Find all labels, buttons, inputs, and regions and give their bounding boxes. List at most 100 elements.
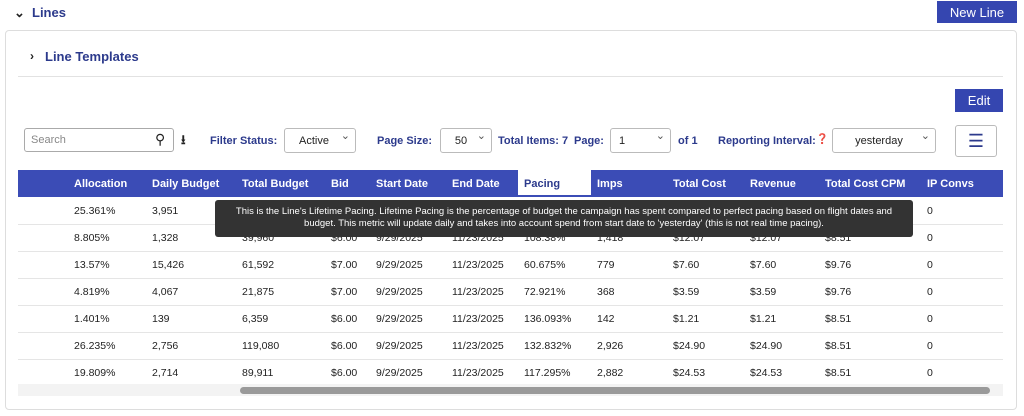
table-cell: 13.57%	[74, 259, 110, 271]
download-icon[interactable]: ⭳	[181, 131, 186, 153]
table-cell: 0	[927, 232, 933, 244]
search-icon[interactable]: ⚲	[155, 131, 165, 148]
page-select[interactable]: 1	[610, 128, 671, 153]
column-header[interactable]: Allocation	[74, 178, 127, 190]
table-cell: $24.90	[673, 340, 705, 352]
column-header[interactable]: Revenue	[750, 178, 796, 190]
table-cell: $1.21	[673, 313, 699, 325]
table-cell: 89,911	[242, 367, 273, 379]
column-header[interactable]: Pacing	[524, 178, 560, 190]
table-cell: 25.361%	[74, 205, 115, 217]
table-cell: 0	[927, 340, 933, 352]
filter-label: Filter Status:	[210, 135, 277, 147]
interval-label: Reporting Interval:	[718, 135, 816, 147]
new-line-button[interactable]: New Line	[937, 1, 1017, 23]
table-cell: 1,328	[152, 232, 178, 244]
interval-select[interactable]: yesterday	[832, 128, 936, 153]
table-cell: 72.921%	[524, 286, 565, 298]
table-cell: 1.401%	[74, 313, 110, 325]
table-cell: 2,756	[152, 340, 178, 352]
column-header[interactable]: Daily Budget	[152, 178, 219, 190]
table-cell: $24.53	[673, 367, 705, 379]
table-cell: $9.76	[825, 286, 851, 298]
chevron[interactable]: ›	[30, 49, 34, 63]
row-divider	[18, 278, 1003, 279]
table-cell: $6.00	[331, 313, 357, 325]
table-cell: 0	[927, 205, 933, 217]
menu-button[interactable]: ☰	[955, 125, 997, 157]
column-header[interactable]: Start Date	[376, 178, 428, 190]
scroll-thumb[interactable]	[240, 387, 990, 394]
column-header[interactable]: Total Cost CPM	[825, 178, 905, 190]
table-cell: 4.819%	[74, 286, 110, 298]
chevron[interactable]: ⌄	[14, 5, 25, 21]
table-cell: 119,080	[242, 340, 279, 352]
edit-button[interactable]: Edit	[955, 89, 1003, 112]
table-cell: $3.59	[673, 286, 699, 298]
table-cell: 2,714	[152, 367, 178, 379]
templates-title[interactable]: Line Templates	[45, 49, 139, 64]
table-cell: 132.832%	[524, 340, 571, 352]
column-header[interactable]: Bid	[331, 178, 349, 190]
table-cell: $8.51	[825, 313, 851, 325]
search-placeholder: Search	[31, 134, 66, 146]
table-cell: 61,592	[242, 259, 274, 271]
table-cell: 8.805%	[74, 232, 110, 244]
table-cell: 19.809%	[74, 367, 115, 379]
column-header[interactable]: Total Budget	[242, 178, 308, 190]
table-cell: 3,951	[152, 205, 178, 217]
column-header[interactable]: IP Convs	[927, 178, 974, 190]
table-cell: $8.51	[825, 367, 851, 379]
table-cell: 11/23/2025	[452, 340, 504, 352]
table-cell: 60.675%	[524, 259, 565, 271]
column-header[interactable]: Total Cost	[673, 178, 726, 190]
row-divider	[18, 305, 1003, 306]
row-divider	[18, 332, 1003, 333]
table-cell: 117.295%	[524, 367, 571, 379]
table-cell: $6.00	[331, 367, 357, 379]
column-header[interactable]: End Date	[452, 178, 500, 190]
table-cell: $7.60	[750, 259, 776, 271]
table-cell: 139	[152, 313, 170, 325]
table-cell: 779	[597, 259, 615, 271]
page-of: of 1	[678, 135, 698, 147]
table-cell: 136.093%	[524, 313, 571, 325]
table-cell: 9/29/2025	[376, 259, 423, 271]
table-cell: 11/23/2025	[452, 367, 504, 379]
table-cell: 21,875	[242, 286, 274, 298]
filter-select[interactable]: Active	[284, 128, 356, 153]
table-cell: $1.21	[750, 313, 776, 325]
table-cell: 6,359	[242, 313, 268, 325]
table-cell: $24.53	[750, 367, 782, 379]
table-cell: $24.90	[750, 340, 782, 352]
page-size-label: Page Size:	[377, 135, 432, 147]
table-cell: 2,926	[597, 340, 623, 352]
row-divider	[18, 359, 1003, 360]
row-divider	[18, 251, 1003, 252]
table-cell: $9.76	[825, 259, 851, 271]
table-cell: $7.60	[673, 259, 699, 271]
table-cell: 9/29/2025	[376, 340, 423, 352]
table-cell: $8.51	[825, 340, 851, 352]
help-icon[interactable]: ❓	[816, 134, 828, 145]
table-cell: 9/29/2025	[376, 313, 423, 325]
table-cell: 142	[597, 313, 615, 325]
table-cell: $3.59	[750, 286, 776, 298]
table-cell: 2,882	[597, 367, 623, 379]
divider	[18, 76, 1003, 77]
table-cell: 15,426	[152, 259, 184, 271]
total-items: Total Items: 7	[498, 135, 568, 147]
table-cell: 0	[927, 286, 933, 298]
table-cell: 11/23/2025	[452, 313, 504, 325]
table-cell: 0	[927, 259, 933, 271]
table-cell: 368	[597, 286, 615, 298]
table-cell: $6.00	[331, 340, 357, 352]
table-cell: $7.00	[331, 259, 357, 271]
table-cell: 26.235%	[74, 340, 115, 352]
table-cell: 9/29/2025	[376, 367, 423, 379]
tooltip: This is the Line's Lifetime Pacing. Life…	[215, 200, 913, 237]
page-size-select[interactable]: 50	[440, 128, 492, 153]
column-header[interactable]: Imps	[597, 178, 623, 190]
table-cell: 11/23/2025	[452, 259, 504, 271]
